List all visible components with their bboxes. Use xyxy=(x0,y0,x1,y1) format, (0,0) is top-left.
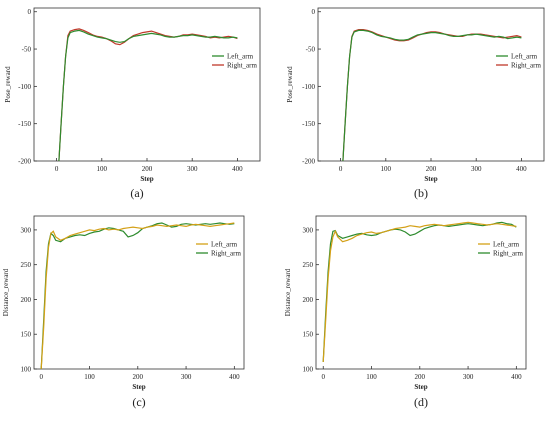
chart-2-legend-label: Right_arm xyxy=(211,250,241,258)
panel-c: 0 100 200 300 400 100 150 200 250 300 Step Distance… xyxy=(2,215,245,409)
chart-3-x-axis-label: Step xyxy=(414,383,427,391)
chart-2-y-tick-label: 100 xyxy=(21,366,32,374)
chart-1-y-tick-label: -150 xyxy=(302,120,315,128)
chart-3-x-tick-label: 100 xyxy=(366,373,377,381)
panel-d-plot: 0 100 200 300 400 100 150 200 250 300 Step Distance… xyxy=(284,215,527,409)
chart-0-legend-label: Right_arm xyxy=(227,62,257,70)
panel-b: 0 100 200 300 400 -200 -150 -100 -50 0 Step Pose_re… xyxy=(286,7,545,200)
chart-0-x-tick-label: 300 xyxy=(187,165,198,173)
chart-3-x-tick-label: 300 xyxy=(463,373,474,381)
chart-1-y-tick-label: -50 xyxy=(306,46,316,54)
chart-2-x-tick-label: 100 xyxy=(84,373,95,381)
panel-a: 0 100 200 300 400 -200 -150 -100 -50 0 Step Pose_re… xyxy=(4,7,261,200)
chart-3-y-tick-label: 150 xyxy=(303,331,314,339)
chart-3-plot-frame xyxy=(315,215,527,370)
chart-1-plot-frame xyxy=(317,7,545,162)
panel-c-plot: 0 100 200 300 400 100 150 200 250 300 Step Distance… xyxy=(2,215,245,409)
panel-a-plot: 0 100 200 300 400 -200 -150 -100 -50 0 Step Pose_re… xyxy=(4,7,261,200)
chart-0-y-tick-label: -100 xyxy=(18,83,31,91)
chart-1-legend-label: Left_arm xyxy=(511,53,538,61)
chart-1-panel-label: (b) xyxy=(414,186,428,200)
panel-b-plot: 0 100 200 300 400 -200 -150 -100 -50 0 Step Pose_re… xyxy=(286,7,545,200)
chart-2-legend-label: Left_arm xyxy=(211,241,238,249)
chart-0-x-tick-label: 100 xyxy=(97,165,108,173)
chart-3-x-tick-label: 200 xyxy=(415,373,426,381)
chart-3-x-tick-label: 0 xyxy=(321,373,325,381)
chart-1-series-line-left-arm xyxy=(342,29,522,161)
chart-2-panel-label: (c) xyxy=(132,395,145,409)
chart-3-series-line-left-arm xyxy=(322,221,517,363)
chart-2-x-axis-label: Step xyxy=(132,383,145,391)
chart-3-y-tick-label: 200 xyxy=(303,296,314,304)
chart-2-y-tick-label: 250 xyxy=(21,261,32,269)
chart-1-y-tick-label: -100 xyxy=(302,83,315,91)
chart-1-series-line-right-arm xyxy=(342,29,522,161)
chart-0-panel-label: (a) xyxy=(130,186,143,200)
chart-0-y-tick-label: -150 xyxy=(18,120,31,128)
chart-2-x-tick-label: 300 xyxy=(181,373,192,381)
chart-2-x-tick-label: 400 xyxy=(229,373,240,381)
chart-3-y-tick-label: 250 xyxy=(303,261,314,269)
chart-0-x-tick-label: 0 xyxy=(55,165,59,173)
chart-3-y-tick-label: 300 xyxy=(303,226,314,234)
chart-0-legend-label: Left_arm xyxy=(227,53,254,61)
chart-1-x-tick-label: 300 xyxy=(471,165,482,173)
chart-1-y-tick-label: -200 xyxy=(302,158,315,166)
chart-3-y-tick-label: 100 xyxy=(303,366,314,374)
chart-0-y-tick-label: -50 xyxy=(22,46,32,54)
chart-1-legend-label: Right_arm xyxy=(511,62,541,70)
chart-1-x-tick-label: 200 xyxy=(426,165,437,173)
chart-2-plot-frame xyxy=(33,215,245,370)
chart-3-legend-label: Right_arm xyxy=(493,250,523,258)
chart-1-x-tick-label: 100 xyxy=(381,165,392,173)
chart-1-x-tick-label: 0 xyxy=(339,165,343,173)
chart-2-series-line-right-arm xyxy=(40,222,235,369)
chart-0-plot-frame xyxy=(33,7,261,162)
chart-2-y-tick-label: 150 xyxy=(21,331,32,339)
chart-0-y-tick-label: 0 xyxy=(28,8,32,16)
chart-0-x-axis-label: Step xyxy=(140,175,153,183)
chart-0-x-tick-label: 200 xyxy=(142,165,153,173)
chart-3-legend-label: Left_arm xyxy=(493,241,520,249)
chart-0-series-line-right-arm xyxy=(58,28,238,161)
chart-2-y-tick-label: 200 xyxy=(21,296,32,304)
chart-2-y-axis-label: Distance_reward xyxy=(2,268,10,316)
chart-2-x-tick-label: 200 xyxy=(133,373,144,381)
chart-3-x-tick-label: 400 xyxy=(511,373,522,381)
chart-3-panel-label: (d) xyxy=(414,395,428,409)
chart-0-y-tick-label: -200 xyxy=(18,158,31,166)
chart-2-y-tick-label: 300 xyxy=(21,226,32,234)
chart-1-y-axis-label: Pose_reward xyxy=(286,66,294,103)
chart-1-x-tick-label: 400 xyxy=(516,165,527,173)
chart-0-x-tick-label: 400 xyxy=(232,165,243,173)
chart-3-y-axis-label: Distance_reward xyxy=(284,268,292,316)
chart-3-series-line-right-arm xyxy=(322,221,517,363)
chart-1-y-tick-label: 0 xyxy=(312,8,316,16)
chart-2-x-tick-label: 0 xyxy=(39,373,43,381)
chart-0-series-line-left-arm xyxy=(58,29,238,161)
chart-0-y-axis-label: Pose_reward xyxy=(4,66,12,103)
chart-2-series-line-left-arm xyxy=(40,222,235,369)
panel-d: 0 100 200 300 400 100 150 200 250 300 Step Distance… xyxy=(284,215,527,409)
chart-1-x-axis-label: Step xyxy=(424,175,437,183)
